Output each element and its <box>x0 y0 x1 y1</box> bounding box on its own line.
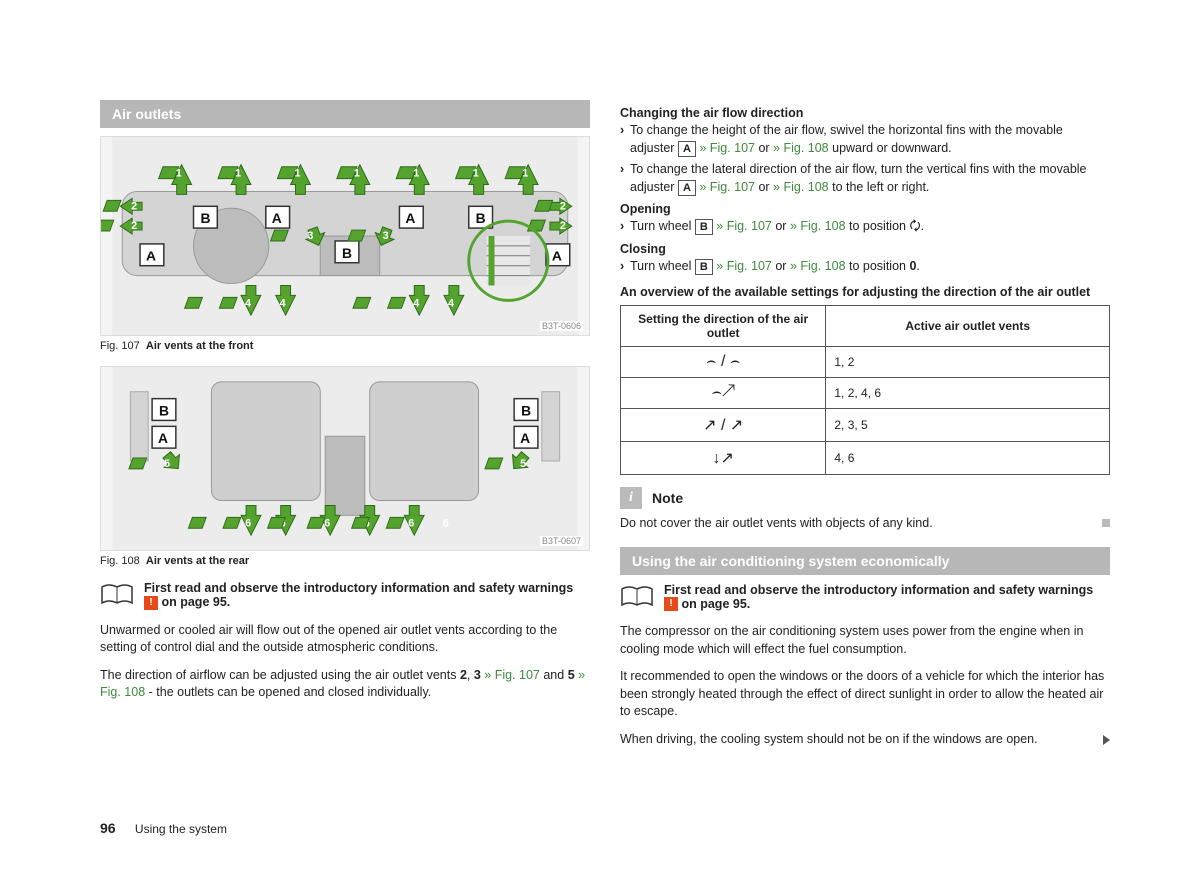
section-header-air-outlets: Air outlets <box>100 100 590 128</box>
page-footer: 96 Using the system <box>100 820 227 836</box>
bullet-opening: Turn wheel B » Fig. 107 or » Fig. 108 to… <box>620 218 1110 236</box>
heading-closing: Closing <box>620 242 1110 256</box>
svg-text:1: 1 <box>413 168 419 180</box>
svg-text:B: B <box>200 210 210 226</box>
book-icon <box>620 585 654 609</box>
heading-opening: Opening <box>620 202 1110 216</box>
note-text: Do not cover the air outlet vents with o… <box>620 515 1110 533</box>
settings-table: Setting the direction of the air outlet … <box>620 305 1110 475</box>
figure-code-108: B3T-0607 <box>540 536 583 546</box>
para-airflow-2: The direction of airflow can be adjusted… <box>100 667 590 702</box>
svg-text:B: B <box>342 245 352 261</box>
table-row: ↗ / ↗2, 3, 5 <box>621 409 1110 442</box>
setting-icon-cell: ⌢↗ <box>621 378 826 409</box>
figure-code-107: B3T-0606 <box>540 321 583 331</box>
svg-text:6: 6 <box>245 517 251 529</box>
setting-icon-cell: ↗ / ↗ <box>621 409 826 442</box>
svg-text:2: 2 <box>560 200 566 212</box>
svg-text:4: 4 <box>448 297 454 309</box>
svg-text:A: A <box>272 210 282 226</box>
setting-vents-cell: 4, 6 <box>826 442 1110 475</box>
figure-107: 1 1 1 1 <box>100 136 590 336</box>
svg-text:A: A <box>552 248 562 264</box>
warning-icon: ! <box>664 597 678 611</box>
svg-text:6: 6 <box>443 517 449 529</box>
continue-icon <box>1103 735 1110 745</box>
svg-text:A: A <box>158 430 168 446</box>
svg-text:A: A <box>146 248 156 264</box>
svg-text:B: B <box>476 210 486 226</box>
book-icon <box>100 583 134 607</box>
svg-text:3: 3 <box>307 230 313 242</box>
eco-para-2: It recommended to open the windows or th… <box>620 668 1110 721</box>
svg-text:6: 6 <box>408 517 414 529</box>
svg-text:5: 5 <box>164 458 170 470</box>
bullet-closing: Turn wheel B » Fig. 107 or » Fig. 108 to… <box>620 258 1110 276</box>
svg-text:3: 3 <box>383 230 389 242</box>
bullet-change-height: To change the height of the air flow, sw… <box>620 122 1110 157</box>
para-airflow-1: Unwarmed or cooled air will flow out of … <box>100 622 590 657</box>
warning-icon: ! <box>144 596 158 610</box>
bullet-change-lateral: To change the lateral direction of the a… <box>620 161 1110 196</box>
svg-text:4: 4 <box>413 297 419 309</box>
svg-text:2: 2 <box>560 220 566 232</box>
svg-text:4: 4 <box>280 297 286 309</box>
setting-vents-cell: 1, 2, 4, 6 <box>826 378 1110 409</box>
fig107-caption: Fig. 107 Air vents at the front <box>100 340 590 352</box>
svg-text:4: 4 <box>245 297 251 309</box>
setting-vents-cell: 1, 2 <box>826 347 1110 378</box>
svg-text:6: 6 <box>324 517 330 529</box>
svg-text:A: A <box>405 210 415 226</box>
figure-108: B A B A 5 5 6 6 6 6 6 6 B3T-0607 <box>100 366 590 551</box>
eco-para-3: When driving, the cooling system should … <box>620 731 1110 749</box>
eco-para-1: The compressor on the air conditioning s… <box>620 623 1110 658</box>
table-header-direction: Setting the direction of the air outlet <box>621 306 826 347</box>
svg-text:2: 2 <box>131 200 137 212</box>
section-header-eco: Using the air conditioning system econom… <box>620 547 1110 575</box>
intro-warning-left: First read and observe the introductory … <box>100 581 590 610</box>
heading-change-flow: Changing the air flow direction <box>620 106 1110 120</box>
page-number: 96 <box>100 820 116 836</box>
table-title: An overview of the available settings fo… <box>620 285 1110 299</box>
svg-text:B: B <box>159 402 169 418</box>
setting-icon-cell: ↓↗ <box>621 442 826 475</box>
svg-text:1: 1 <box>176 168 182 180</box>
svg-text:1: 1 <box>295 168 301 180</box>
intro-warning-right: First read and observe the introductory … <box>620 583 1110 612</box>
fig108-caption: Fig. 108 Air vents at the rear <box>100 555 590 567</box>
svg-text:A: A <box>520 430 530 446</box>
svg-text:1: 1 <box>235 168 241 180</box>
info-icon: i <box>620 487 642 509</box>
table-header-vents: Active air outlet vents <box>826 306 1110 347</box>
end-marker-icon <box>1102 519 1110 527</box>
svg-text:5: 5 <box>520 458 526 470</box>
svg-text:1: 1 <box>473 168 479 180</box>
svg-text:1: 1 <box>522 168 528 180</box>
svg-text:1: 1 <box>354 168 360 180</box>
setting-icon-cell: ⌢ / ⌢ <box>621 347 826 378</box>
setting-vents-cell: 2, 3, 5 <box>826 409 1110 442</box>
svg-text:2: 2 <box>131 220 137 232</box>
svg-text:B: B <box>521 402 531 418</box>
footer-title: Using the system <box>135 822 227 836</box>
table-row: ⌢ / ⌢1, 2 <box>621 347 1110 378</box>
table-row: ⌢↗1, 2, 4, 6 <box>621 378 1110 409</box>
note-heading: i Note <box>620 487 1110 509</box>
table-row: ↓↗4, 6 <box>621 442 1110 475</box>
